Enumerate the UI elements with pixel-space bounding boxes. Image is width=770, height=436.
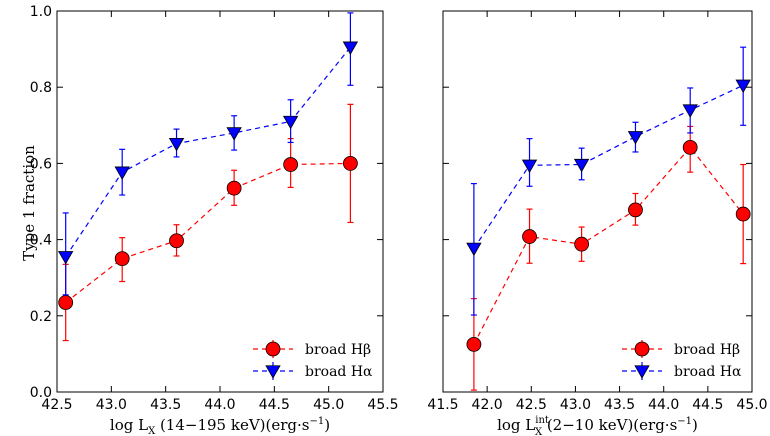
x-axis-label-sup: −1 [309,416,324,427]
x-tick-label: 45.5 [367,397,398,413]
x-axis-label-sup: −1 [677,416,692,427]
data-point-halpha [682,104,698,118]
data-point-halpha [466,242,482,257]
data-point-hbeta [283,157,299,172]
data-point-halpha [573,158,590,173]
data-point-hbeta [226,180,242,196]
right-panel: 41.5 42.0 42.5 43.0 43.5 44.0 44.5 45.0 log Lint… [427,10,768,436]
y-tick-label: 0.2 [30,309,52,325]
data-point-halpha [282,115,299,130]
x-tick-label: 44.5 [692,397,723,413]
x-tick-label: 44.0 [648,397,679,413]
x-tick-label: 45.0 [313,397,344,413]
axes-frame [56,10,384,393]
x-tick-label: 44.5 [259,397,290,413]
legend-marker-halpha [265,365,281,379]
data-point-hbeta [522,229,537,244]
x-tick-label: 43.5 [604,397,635,413]
series-line [473,146,744,345]
y-tick-label: 0.8 [30,80,52,96]
x-axis-label-main: log L [497,416,535,434]
data-point-halpha [58,251,74,265]
x-axis-label-rest: (14−195 keV)(erg·s [155,416,309,434]
data-point-halpha [226,127,242,141]
x-axis-label: log Lint X (2−10 keV)(erg·s−1) [497,415,698,436]
y-tick-label: 0.0 [30,385,52,401]
legend-label: broad Hβ [305,342,371,358]
y-tick-label: 0.6 [30,156,52,172]
series-broad-halpha [466,46,751,316]
legend-marker-hbeta [265,341,281,357]
legend-label: broad Hβ [674,342,740,358]
x-tick-label: 42.5 [41,397,72,413]
data-point-hbeta [58,295,74,310]
data-point-hbeta [114,251,130,267]
data-point-hbeta [574,236,590,252]
x-axis-label-sub: X [148,426,156,436]
y-tick-label: 1.0 [30,4,52,20]
x-tick-label: 44.0 [204,397,235,413]
x-tick-label: 42.5 [516,397,547,413]
x-tick-label: 43.5 [150,397,181,413]
data-point-halpha [521,159,538,174]
left-panel: 42.5 43.0 43.5 44.0 44.5 45.0 45.5 0.0 0.2 0.4 0.6… [30,4,399,436]
legend-marker-hbeta [634,341,650,357]
data-point-hbeta [682,139,698,155]
data-point-hbeta [466,336,482,352]
x-tick-label: 43.0 [560,397,591,413]
legend: broad Hβ broad Hα [253,340,373,380]
x-tick-label: 45.0 [736,397,767,413]
legend-label: broad Hα [674,364,742,380]
series-broad-hbeta [58,103,358,342]
y-tick-label: 0.4 [30,233,52,249]
x-tick-label: 41.5 [427,397,458,413]
data-point-halpha [342,41,359,56]
data-point-halpha [627,131,644,145]
legend-marker-halpha [634,365,650,379]
x-axis-label-end: ) [692,416,698,434]
data-point-halpha [735,79,751,94]
data-point-hbeta [735,206,751,222]
data-point-halpha [114,166,130,180]
x-axis-label-rest: (2−10 keV)(erg·s [542,416,677,434]
x-axis-label: log LX (14−195 keV)(erg·s−1) [110,416,330,436]
axes-frame [442,10,753,393]
series-line [65,162,351,303]
series-line [473,84,744,249]
x-axis-label-sup-int: int [535,415,549,426]
data-point-hbeta [169,233,184,249]
x-axis-label-sub: X [535,427,543,436]
x-tick-label: 42.0 [472,397,503,413]
data-point-halpha [168,137,185,152]
legend-label: broad Hα [305,364,373,380]
x-axis-label-end: ) [324,416,330,434]
series-broad-halpha [58,12,359,296]
x-tick-label: 43.0 [96,397,127,413]
left-y-axis-label: Type 1 fraction [20,145,38,261]
series-line [65,46,351,258]
data-point-hbeta [342,155,358,171]
x-axis-label-main: log L [110,416,148,434]
data-point-hbeta [628,202,643,218]
series-broad-hbeta [466,125,751,391]
legend: broad Hβ broad Hα [622,340,742,380]
